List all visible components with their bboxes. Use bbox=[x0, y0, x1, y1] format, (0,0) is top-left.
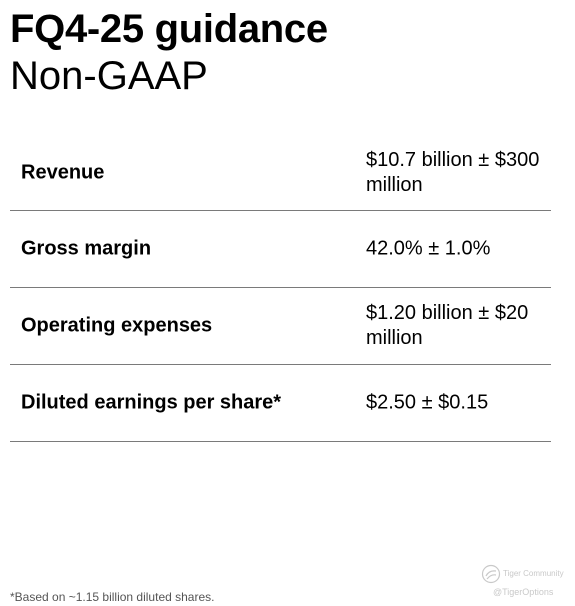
tiger-logo-icon bbox=[481, 564, 501, 584]
table-row-diluted-eps: Diluted earnings per share* $2.50 ± $0.1… bbox=[10, 365, 551, 442]
row-label: Diluted earnings per share* bbox=[21, 391, 282, 414]
row-label: Revenue bbox=[21, 161, 105, 183]
table-row-gross-margin: Gross margin 42.0% ± 1.0% bbox=[10, 211, 551, 288]
table-row-operating-expenses: Operating expenses $1.20 billion ± $20 m… bbox=[10, 288, 551, 365]
row-label: Operating expenses bbox=[21, 314, 213, 337]
row-value: $2.50 ± $0.15 bbox=[366, 391, 489, 414]
table-row-revenue: Revenue $10.7 billion ± $300 million bbox=[10, 135, 551, 211]
row-label: Gross margin bbox=[21, 237, 152, 260]
guidance-table: Revenue $10.7 billion ± $300 million Gro… bbox=[10, 135, 551, 442]
row-value: 42.0% ± 1.0% bbox=[366, 237, 491, 260]
row-value: $1.20 billion ± $20 million bbox=[366, 302, 529, 349]
page-title: FQ4-25 guidance bbox=[10, 7, 328, 51]
page-subtitle: Non-GAAP bbox=[10, 54, 208, 98]
footnote: *Based on ~1.15 billion diluted shares. bbox=[10, 590, 215, 604]
watermark: Tiger Community @TigerOptions bbox=[481, 563, 565, 601]
watermark-handle-text: @TigerOptions bbox=[493, 587, 554, 597]
row-value: $10.7 billion ± $300 million bbox=[366, 148, 540, 196]
watermark-community-text: Tiger Community bbox=[503, 569, 564, 578]
